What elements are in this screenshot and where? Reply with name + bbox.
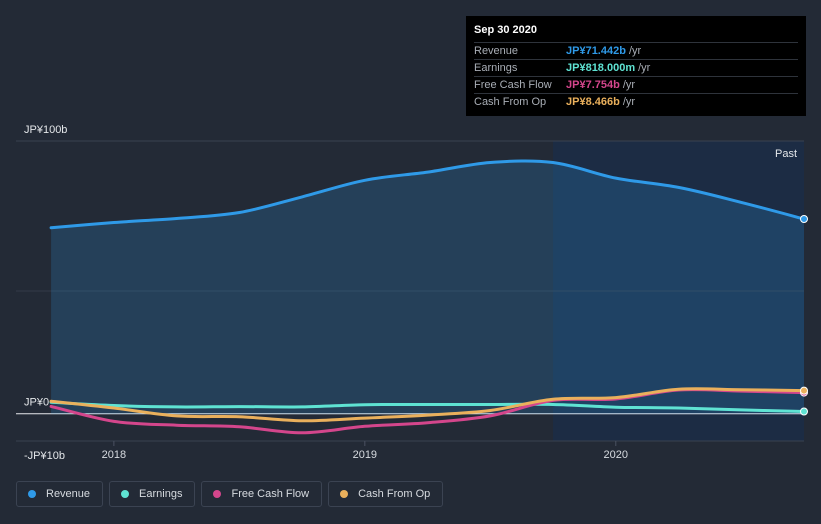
tooltip-unit-cash-from-op: /yr bbox=[622, 96, 636, 108]
tooltip-value-cash-from-op: JP¥8.466b bbox=[566, 96, 620, 108]
series-line-earnings bbox=[49, 400, 806, 413]
tooltip-row-free-cash-flow: Free Cash Flow JP¥7.754b /yr bbox=[474, 76, 798, 93]
y-tick-label: JP¥0 bbox=[24, 397, 49, 409]
y-tick-label: -JP¥10b bbox=[24, 450, 65, 462]
tooltip-label-cash-from-op: Cash From Op bbox=[474, 96, 547, 108]
legend-dot-free-cash-flow bbox=[213, 490, 222, 498]
series-end-marker-cash-from-op bbox=[800, 386, 808, 395]
tooltip-panel: Sep 30 2020 Revenue JP¥71.442b /yr Earni… bbox=[466, 16, 806, 116]
tooltip-label-earnings: Earnings bbox=[474, 62, 518, 74]
legend-item-earnings[interactable]: Earnings bbox=[109, 481, 196, 507]
tooltip-unit-earnings: /yr bbox=[638, 62, 651, 74]
legend-dot-revenue bbox=[28, 490, 36, 498]
legend-dot-earnings bbox=[121, 490, 130, 498]
legend-dot-cash-from-op bbox=[340, 490, 349, 498]
tooltip-row-revenue: Revenue JP¥71.442b /yr bbox=[474, 42, 798, 59]
x-tick-label: 2020 bbox=[604, 449, 628, 461]
tooltip-row-earnings: Earnings JP¥818.000m /yr bbox=[474, 59, 798, 76]
tooltip-label-free-cash-flow: Free Cash Flow bbox=[474, 79, 552, 91]
tooltip-value-earnings: JP¥818.000m bbox=[566, 62, 636, 74]
legend-label-cash-from-op: Cash From Op bbox=[358, 488, 431, 500]
series-layer bbox=[49, 159, 808, 435]
tooltip-date: Sep 30 2020 bbox=[474, 24, 537, 36]
legend-label-free-cash-flow: Free Cash Flow bbox=[231, 488, 310, 500]
tooltip-value-revenue: JP¥71.442b bbox=[566, 45, 626, 57]
tooltip-value-free-cash-flow: JP¥7.754b bbox=[566, 79, 620, 91]
series-end-marker-earnings bbox=[800, 407, 808, 416]
tooltip-unit-revenue: /yr bbox=[628, 45, 642, 57]
y-tick-label: JP¥100b bbox=[24, 124, 67, 136]
legend-item-free-cash-flow[interactable]: Free Cash Flow bbox=[201, 481, 323, 507]
series-end-marker-revenue bbox=[800, 215, 808, 223]
legend: Revenue Earnings Free Cash Flow Cash Fro… bbox=[16, 481, 444, 507]
legend-item-cash-from-op[interactable]: Cash From Op bbox=[328, 481, 444, 507]
series-area-revenue bbox=[51, 160, 805, 414]
tooltip-row-cash-from-op: Cash From Op JP¥8.466b /yr bbox=[474, 93, 798, 110]
series-line-revenue bbox=[49, 159, 806, 230]
legend-label-earnings: Earnings bbox=[139, 488, 183, 500]
tooltip-unit-free-cash-flow: /yr bbox=[622, 79, 636, 91]
past-label: Past bbox=[775, 148, 797, 160]
tooltip-label-revenue: Revenue bbox=[474, 45, 519, 57]
y-axis-labels: JP¥100b JP¥0 -JP¥10b bbox=[24, 124, 67, 462]
x-axis-labels: 2018 2019 2020 bbox=[102, 441, 628, 461]
legend-item-revenue[interactable]: Revenue bbox=[16, 481, 104, 507]
x-tick-label: 2019 bbox=[353, 449, 377, 461]
x-tick-label: 2018 bbox=[102, 449, 126, 461]
series-line-cash-from-op bbox=[49, 387, 806, 423]
legend-label-revenue: Revenue bbox=[46, 488, 91, 500]
